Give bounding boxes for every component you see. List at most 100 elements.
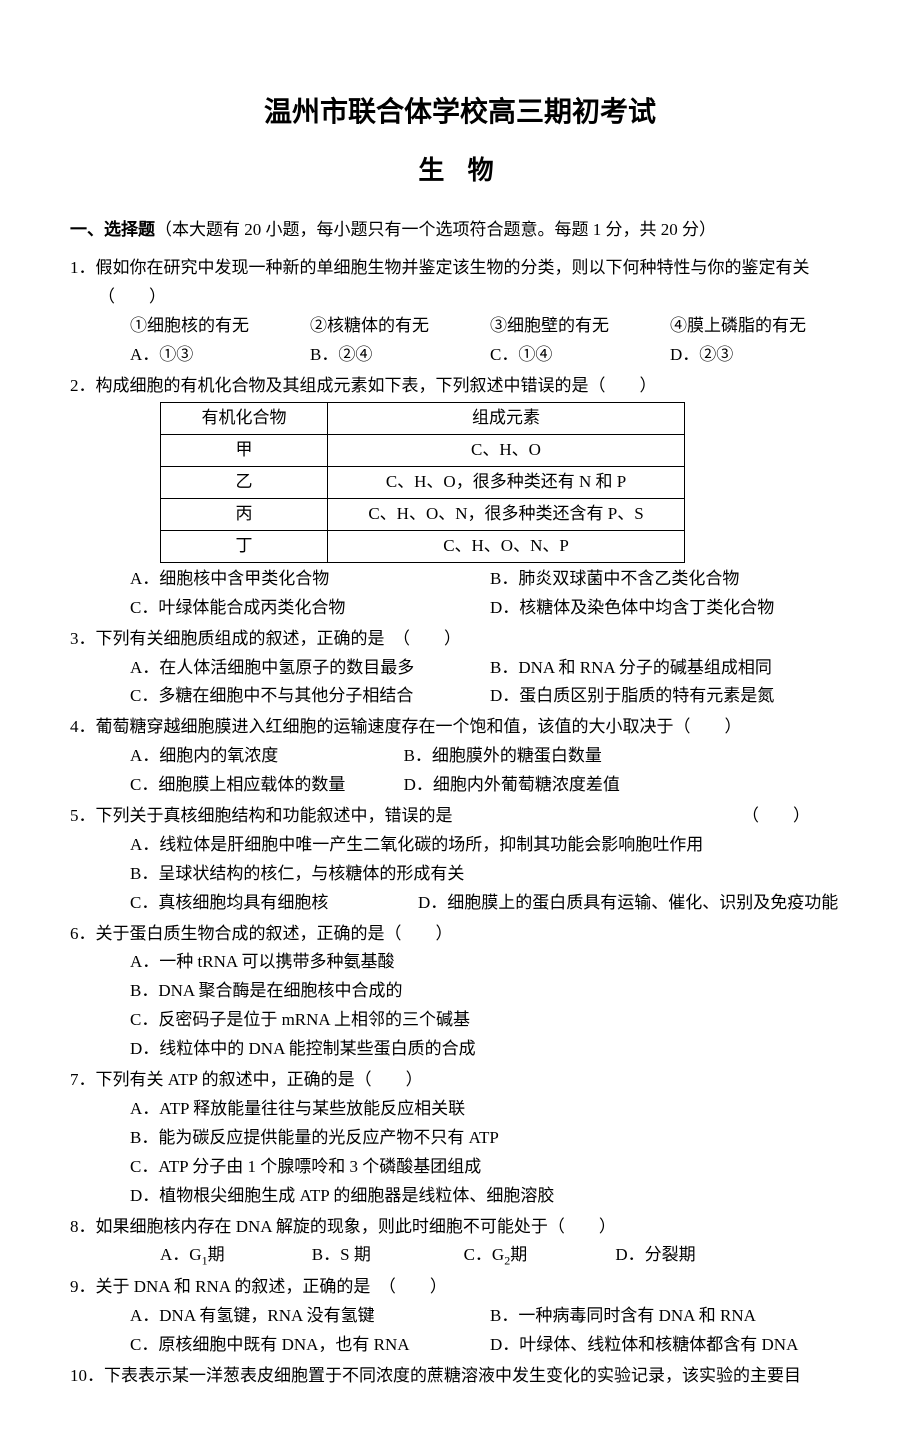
q8-opt-b: B．S 期 <box>312 1241 464 1271</box>
q1-item-4: ④膜上磷脂的有无 <box>670 312 850 341</box>
q7-opt-b: B．能为碳反应提供能量的光反应产物不只有 ATP <box>70 1124 850 1153</box>
q10-num: 10． <box>70 1366 104 1385</box>
q2-r1c2: C、H、O <box>328 435 685 467</box>
q9-opt-a: A．DNA 有氢键，RNA 没有氢键 <box>130 1302 490 1331</box>
question-8: 8．如果细胞核内存在 DNA 解旋的现象，则此时细胞不可能处于（ ） A．G1期… <box>70 1213 850 1272</box>
q2-options-row2: C．叶绿体能合成丙类化合物 D．核糖体及染色体中均含丁类化合物 <box>70 594 850 623</box>
q4-options-row2: C．细胞膜上相应载体的数量 D．细胞内外葡萄糖浓度差值 <box>70 771 850 800</box>
q3-opt-a: A．在人体活细胞中氢原子的数目最多 <box>130 654 490 683</box>
q2-options-row1: A．细胞核中含甲类化合物 B．肺炎双球菌中不含乙类化合物 <box>70 565 850 594</box>
q1-opt-d: D．②③ <box>670 341 850 370</box>
section-header-bold: 一、选择题 <box>70 220 155 239</box>
q2-r4c1: 丁 <box>161 531 328 563</box>
paper-subject: 生 物 <box>70 150 850 187</box>
q5-num: 5． <box>70 806 96 825</box>
q4-opt-b: B．细胞膜外的糖蛋白数量 <box>404 742 602 771</box>
q3-opt-b: B．DNA 和 RNA 分子的碱基组成相同 <box>490 654 850 683</box>
q3-opt-c: C．多糖在细胞中不与其他分子相结合 <box>130 682 490 711</box>
q5-options-row-cd: C．真核细胞均具有细胞核 D．细胞膜上的蛋白质具有运输、催化、识别及免疫功能 <box>70 889 850 918</box>
q7-opt-d: D．植物根尖细胞生成 ATP 的细胞器是线粒体、细胞溶胶 <box>70 1182 850 1211</box>
q1-item-3: ③细胞壁的有无 <box>490 312 670 341</box>
q2-th2: 组成元素 <box>328 403 685 435</box>
q1-item-2: ②核糖体的有无 <box>310 312 490 341</box>
q8-opt-c: C．G2期 <box>464 1241 616 1271</box>
q10-stem: 下表表示某一洋葱表皮细胞置于不同浓度的蔗糖溶液中发生变化的实验记录，该实验的主要… <box>104 1366 801 1385</box>
question-9: 9．关于 DNA 和 RNA 的叙述，正确的是 （ ） A．DNA 有氢键，RN… <box>70 1273 850 1360</box>
question-10: 10．下表表示某一洋葱表皮细胞置于不同浓度的蔗糖溶液中发生变化的实验记录，该实验… <box>70 1362 850 1391</box>
q7-opt-c: C．ATP 分子由 1 个腺嘌呤和 3 个磷酸基团组成 <box>70 1153 850 1182</box>
table-row: 有机化合物 组成元素 <box>161 403 685 435</box>
q1-num: 1． <box>70 258 96 277</box>
q1-opt-a: A．①③ <box>130 341 310 370</box>
q4-opt-a: A．细胞内的氧浓度 <box>130 742 404 771</box>
q4-num: 4． <box>70 717 96 736</box>
q2-r3c2: C、H、O、N，很多种类还含有 P、S <box>328 499 685 531</box>
q5-opt-b: B．呈球状结构的核仁，与核糖体的形成有关 <box>70 860 850 889</box>
q2-table: 有机化合物 组成元素 甲 C、H、O 乙 C、H、O，很多种类还有 N 和 P … <box>160 402 685 562</box>
q4-opt-d: D．细胞内外葡萄糖浓度差值 <box>404 771 620 800</box>
q2-stem: 构成细胞的有机化合物及其组成元素如下表，下列叙述中错误的是（ ） <box>96 376 657 395</box>
q2-r3c1: 丙 <box>161 499 328 531</box>
q3-opt-d: D．蛋白质区别于脂质的特有元素是氮 <box>490 682 850 711</box>
q3-stem: 下列有关细胞质组成的叙述，正确的是 （ ） <box>96 629 462 648</box>
q8-num: 8． <box>70 1217 96 1236</box>
q2-num: 2． <box>70 376 96 395</box>
question-3: 3．下列有关细胞质组成的叙述，正确的是 （ ） A．在人体活细胞中氢原子的数目最… <box>70 625 850 712</box>
question-6: 6．关于蛋白质生物合成的叙述，正确的是（ ） A．一种 tRNA 可以携带多种氨… <box>70 920 850 1064</box>
q9-options-row1: A．DNA 有氢键，RNA 没有氢键 B．一种病毒同时含有 DNA 和 RNA <box>70 1302 850 1331</box>
q6-num: 6． <box>70 924 96 943</box>
q9-options-row2: C．原核细胞中既有 DNA，也有 RNA D．叶绿体、线粒体和核糖体都含有 DN… <box>70 1331 850 1360</box>
paper-title: 温州市联合体学校高三期初考试 <box>70 90 850 130</box>
q2-opt-c: C．叶绿体能合成丙类化合物 <box>130 594 490 623</box>
q2-opt-b: B．肺炎双球菌中不含乙类化合物 <box>490 565 850 594</box>
page-container: 温州市联合体学校高三期初考试 生 物 一、选择题（本大题有 20 小题，每小题只… <box>0 0 920 1433</box>
q4-options-row1: A．细胞内的氧浓度 B．细胞膜外的糖蛋白数量 <box>70 742 850 771</box>
section-header: 一、选择题（本大题有 20 小题，每小题只有一个选项符合题意。每题 1 分，共 … <box>70 215 850 240</box>
q1-item-1: ①细胞核的有无 <box>130 312 310 341</box>
q1-options: A．①③ B．②④ C．①④ D．②③ <box>70 341 850 370</box>
q4-opt-c: C．细胞膜上相应载体的数量 <box>130 771 404 800</box>
q2-r4c2: C、H、O、N、P <box>328 531 685 563</box>
table-row: 乙 C、H、O，很多种类还有 N 和 P <box>161 467 685 499</box>
section-header-note: （本大题有 20 小题，每小题只有一个选项符合题意。每题 1 分，共 20 分） <box>155 220 716 239</box>
q9-opt-c: C．原核细胞中既有 DNA，也有 RNA <box>130 1331 490 1360</box>
q8-opt-d: D．分裂期 <box>615 1241 767 1271</box>
question-4: 4．葡萄糖穿越细胞膜进入红细胞的运输速度存在一个饱和值，该值的大小取决于（ ） … <box>70 713 850 800</box>
question-7: 7．下列有关 ATP 的叙述中，正确的是（ ） A．ATP 释放能量往往与某些放… <box>70 1066 850 1210</box>
q6-opt-d: D．线粒体中的 DNA 能控制某些蛋白质的合成 <box>70 1035 850 1064</box>
question-1: 1．假如你在研究中发现一种新的单细胞生物并鉴定该生物的分类，则以下何种特性与你的… <box>70 254 850 370</box>
q5-paren: （ ） <box>770 802 850 831</box>
q9-opt-b: B．一种病毒同时含有 DNA 和 RNA <box>490 1302 850 1331</box>
q8-stem: 如果细胞核内存在 DNA 解旋的现象，则此时细胞不可能处于（ ） <box>96 1217 616 1236</box>
q6-opt-b: B．DNA 聚合酶是在细胞核中合成的 <box>130 977 490 1006</box>
q7-num: 7． <box>70 1070 96 1089</box>
table-row: 甲 C、H、O <box>161 435 685 467</box>
q5-stem: 下列关于真核细胞结构和功能叙述中，错误的是 <box>96 806 453 825</box>
q3-options-row1: A．在人体活细胞中氢原子的数目最多 B．DNA 和 RNA 分子的碱基组成相同 <box>70 654 850 683</box>
q3-num: 3． <box>70 629 96 648</box>
question-5: 5．下列关于真核细胞结构和功能叙述中，错误的是（ ） A．线粒体是肝细胞中唯一产… <box>70 802 850 918</box>
question-2: 2．构成细胞的有机化合物及其组成元素如下表，下列叙述中错误的是（ ） 有机化合物… <box>70 372 850 623</box>
q1-stem: 假如你在研究中发现一种新的单细胞生物并鉴定该生物的分类，则以下何种特性与你的鉴定… <box>96 258 810 306</box>
q9-stem: 关于 DNA 和 RNA 的叙述，正确的是 （ ） <box>96 1277 447 1296</box>
q2-opt-a: A．细胞核中含甲类化合物 <box>130 565 490 594</box>
table-row: 丁 C、H、O、N、P <box>161 531 685 563</box>
q2-r1c1: 甲 <box>161 435 328 467</box>
q9-num: 9． <box>70 1277 96 1296</box>
q7-opt-a: A．ATP 释放能量往往与某些放能反应相关联 <box>70 1095 850 1124</box>
q6-opt-a: A．一种 tRNA 可以携带多种氨基酸 <box>130 948 526 977</box>
q5-opt-c: C．真核细胞均具有细胞核 <box>130 889 418 918</box>
q2-r2c1: 乙 <box>161 467 328 499</box>
q2-opt-d: D．核糖体及染色体中均含丁类化合物 <box>490 594 850 623</box>
q6-opt-c: C．反密码子是位于 mRNA 上相邻的三个碱基 <box>70 1006 850 1035</box>
q8-opt-a: A．G1期 <box>160 1241 312 1271</box>
q6-stem: 关于蛋白质生物合成的叙述，正确的是（ ） <box>96 924 453 943</box>
q8-options: A．G1期 B．S 期 C．G2期 D．分裂期 <box>70 1241 850 1271</box>
q1-opt-c: C．①④ <box>490 341 670 370</box>
q2-th1: 有机化合物 <box>161 403 328 435</box>
q1-items: ①细胞核的有无 ②核糖体的有无 ③细胞壁的有无 ④膜上磷脂的有无 <box>70 312 850 341</box>
q1-opt-b: B．②④ <box>310 341 490 370</box>
q5-opt-d: D．细胞膜上的蛋白质具有运输、催化、识别及免疫功能 <box>418 889 838 918</box>
q4-stem: 葡萄糖穿越细胞膜进入红细胞的运输速度存在一个饱和值，该值的大小取决于（ ） <box>96 717 742 736</box>
q6-options-row1: A．一种 tRNA 可以携带多种氨基酸 B．DNA 聚合酶是在细胞核中合成的 <box>70 948 850 1006</box>
